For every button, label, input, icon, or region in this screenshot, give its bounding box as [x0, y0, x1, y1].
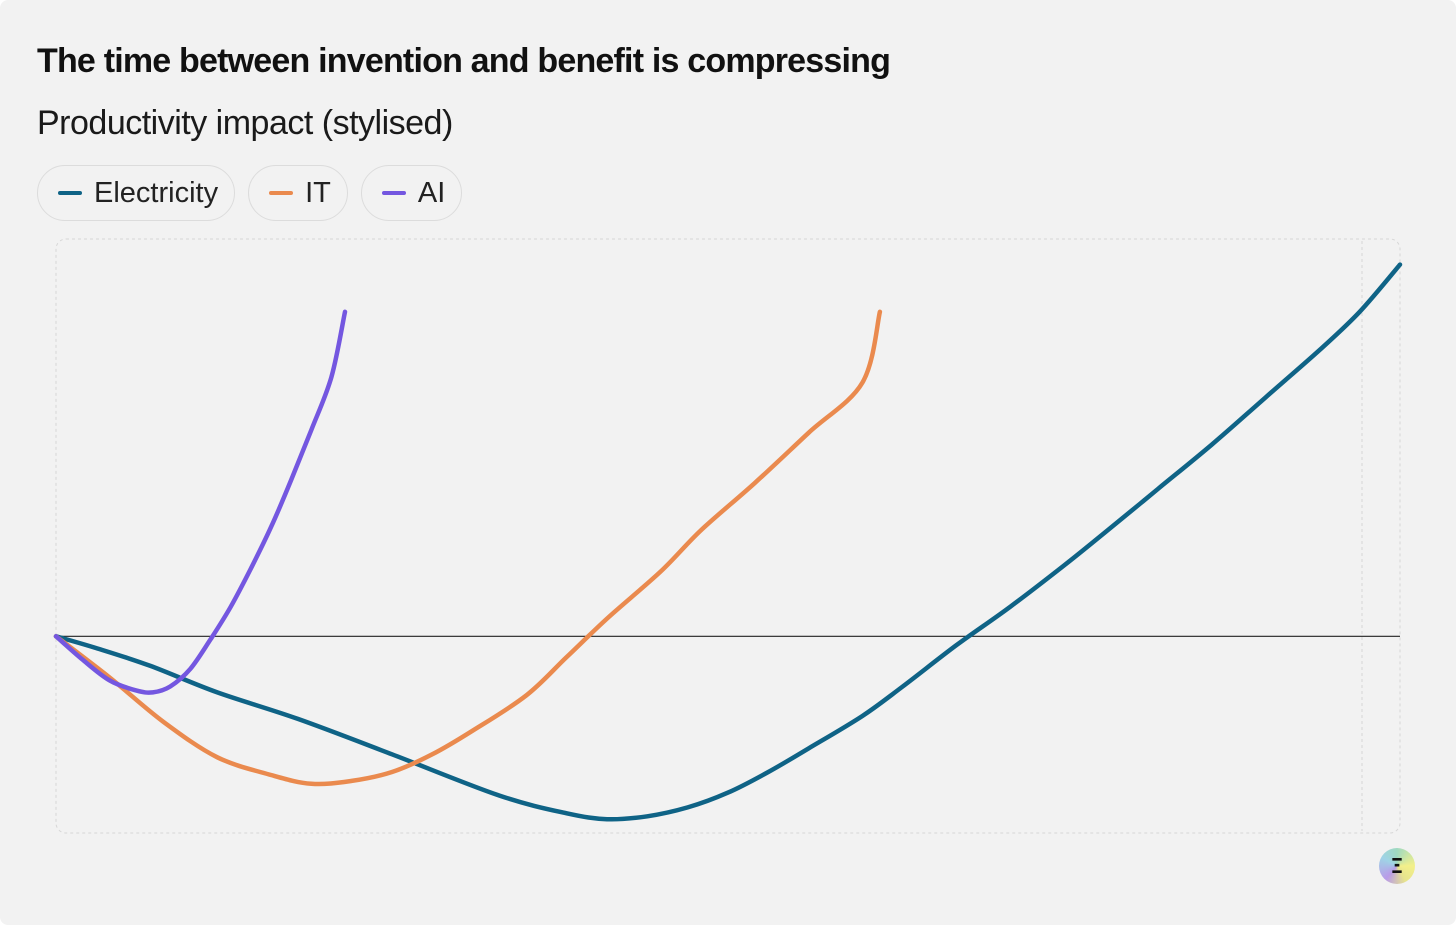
series-line-it	[53, 309, 883, 787]
brand-logo-icon: Ξ	[1379, 848, 1415, 884]
legend-label-it: IT	[305, 176, 331, 209]
series-line-ai	[53, 309, 348, 695]
plot-area-frame	[55, 238, 1401, 834]
legend-swatch-it	[269, 191, 294, 195]
chart-title: The time between invention and benefit i…	[37, 42, 891, 80]
legend-swatch-electricity	[58, 191, 82, 195]
legend-item-electricity[interactable]: Electricity	[37, 165, 236, 221]
legend: Electricity IT AI	[37, 165, 463, 221]
series-layer	[53, 262, 1403, 822]
legend-label-ai: AI	[417, 176, 446, 209]
legend-item-it[interactable]: IT	[248, 165, 348, 221]
legend-label-electricity: Electricity	[94, 176, 219, 209]
chart-subtitle: Productivity impact (stylised)	[37, 104, 453, 142]
legend-swatch-ai	[381, 191, 406, 195]
series-line-electricity	[53, 262, 1403, 822]
legend-item-ai[interactable]: AI	[360, 165, 463, 221]
